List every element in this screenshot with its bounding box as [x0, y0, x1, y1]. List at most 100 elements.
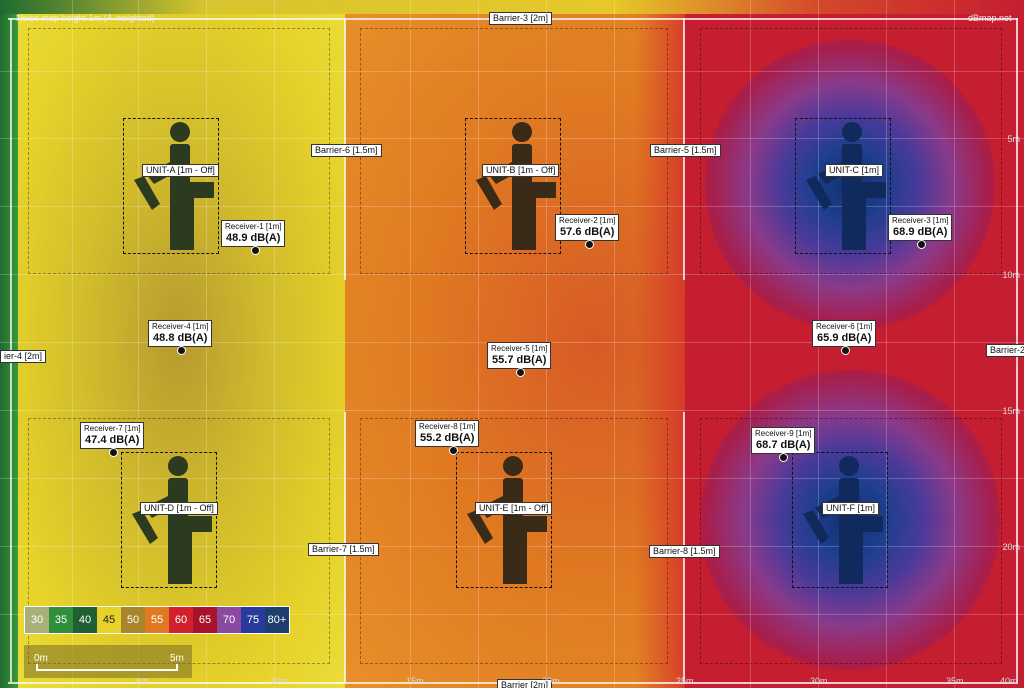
receiver-4[interactable]: Receiver-4 [1m] 48.8 dB(A) [148, 320, 213, 347]
receiver-name: Receiver-5 [1m] [491, 344, 548, 353]
receiver-2[interactable]: Receiver-2 [1m] 57.6 dB(A) [555, 214, 620, 241]
grid-line [0, 138, 1024, 139]
receiver-2-pin[interactable] [585, 240, 594, 249]
unit-d-label[interactable]: UNIT-D [1m - Off] [140, 502, 218, 515]
grid-line [0, 614, 1024, 615]
legend-swatch: 70 [217, 607, 241, 633]
unit-c-box[interactable] [795, 118, 891, 254]
axis-right-tick: 5m [1007, 134, 1020, 144]
grid-line [410, 0, 411, 688]
receiver-name: Receiver-9 [1m] [755, 429, 812, 438]
unit-c-icon[interactable] [802, 120, 892, 252]
axis-bottom-tick: 20m [542, 676, 560, 686]
barrier-bottom-label[interactable]: Barrier [2m] [497, 679, 553, 688]
grid-line [954, 0, 955, 688]
receiver-7-pin[interactable] [109, 448, 118, 457]
receiver-8[interactable]: Receiver-8 [1m] 55.2 dB(A) [415, 420, 480, 447]
unit-f-box[interactable] [792, 452, 888, 588]
scale-bar: 0m 5m [24, 645, 192, 678]
grid-line [886, 0, 887, 688]
barrier-5-label[interactable]: Barrier-5 [1.5m] [650, 144, 721, 157]
top-yellow-band [0, 0, 1024, 14]
grid-line [614, 0, 615, 688]
receiver-name: Receiver-6 [1m] [816, 322, 873, 331]
axis-bottom-tick: 30m [810, 676, 828, 686]
legend-swatch: 80+ [265, 607, 289, 633]
unit-c-label[interactable]: UNIT-C [1m] [825, 164, 884, 177]
grid-line [478, 0, 479, 688]
receiver-9-pin[interactable] [779, 453, 788, 462]
grid-line [72, 0, 73, 688]
legend-swatch: 55 [145, 607, 169, 633]
receiver-5[interactable]: Receiver-5 [1m] 55.7 dB(A) [487, 342, 552, 369]
receiver-1[interactable]: Receiver-1 [1m] 48.9 dB(A) [221, 220, 286, 247]
map-title: Noise map height 1m (A-weighted) [16, 13, 155, 23]
unit-f-label[interactable]: UNIT-F [1m] [822, 502, 879, 515]
axis-bottom-tick: 25m [676, 676, 694, 686]
scale-tick [176, 664, 178, 671]
scale-end-label: 5m [170, 653, 184, 664]
receiver-6-pin[interactable] [841, 346, 850, 355]
grid-line [0, 71, 1024, 72]
receiver-9[interactable]: Receiver-9 [1m] 68.7 dB(A) [751, 427, 816, 454]
receiver-value: 47.4 dB(A) [85, 434, 140, 446]
enclosure-outline [700, 418, 1002, 664]
receiver-6[interactable]: Receiver-6 [1m] 65.9 dB(A) [812, 320, 877, 347]
unit-a-icon[interactable] [130, 120, 220, 252]
receiver-5-pin[interactable] [516, 368, 525, 377]
barrier-2-label[interactable]: Barrier-2 [986, 344, 1024, 357]
receiver-value: 55.2 dB(A) [420, 432, 475, 444]
unit-d-icon[interactable] [128, 454, 218, 586]
receiver-value: 65.9 dB(A) [817, 332, 872, 344]
unit-b-icon[interactable] [472, 120, 562, 252]
unit-e-label[interactable]: UNIT-E [1m - Off] [475, 502, 553, 515]
unit-e-icon[interactable] [463, 454, 553, 586]
unit-e-box[interactable] [456, 452, 552, 588]
receiver-value: 48.8 dB(A) [153, 332, 208, 344]
receiver-value: 48.9 dB(A) [226, 232, 281, 244]
barrier-3-label[interactable]: Barrier-3 [2m] [489, 12, 553, 25]
axis-right-tick: 10m [1002, 270, 1020, 280]
unit-f-icon[interactable] [799, 454, 889, 586]
receiver-value: 57.6 dB(A) [560, 226, 615, 238]
grid-line [274, 0, 275, 688]
receiver-name: Receiver-7 [1m] [84, 424, 141, 433]
barrier-4-label[interactable]: ier-4 [2m] [0, 350, 47, 363]
receiver-7[interactable]: Receiver-7 [1m] 47.4 dB(A) [80, 422, 145, 449]
receiver-8-pin[interactable] [449, 446, 458, 455]
receiver-3-pin[interactable] [917, 240, 926, 249]
unit-a-box[interactable] [123, 118, 219, 254]
legend-swatch: 40 [73, 607, 97, 633]
axis-bottom-tick: 10m [270, 676, 288, 686]
axis-right-tick: 20m [1002, 542, 1020, 552]
scale-line [36, 669, 178, 671]
axis-bottom-tick: 35m [946, 676, 964, 686]
noise-level-legend: 30 35 40 45 50 55 60 65 70 75 80+ [24, 606, 290, 634]
grid-line [750, 0, 751, 688]
unit-b-box[interactable] [465, 118, 561, 254]
receiver-4-pin[interactable] [177, 346, 186, 355]
credit-label: dBmap.net [968, 13, 1012, 23]
legend-swatch: 60 [169, 607, 193, 633]
axis-bottom-tick: 15m [406, 676, 424, 686]
barrier-6-label[interactable]: Barrier-6 [1.5m] [311, 144, 382, 157]
legend-swatch: 35 [49, 607, 73, 633]
receiver-1-pin[interactable] [251, 246, 260, 255]
legend-swatch: 50 [121, 607, 145, 633]
axis-right-tick: 15m [1002, 406, 1020, 416]
receiver-value: 55.7 dB(A) [492, 354, 547, 366]
grid-line [0, 274, 1024, 275]
receiver-value: 68.7 dB(A) [756, 439, 811, 451]
unit-a-label[interactable]: UNIT-A [1m - Off] [142, 164, 219, 177]
barrier-8-label[interactable]: Barrier-8 [1.5m] [649, 545, 720, 558]
receiver-value: 68.9 dB(A) [893, 226, 948, 238]
barrier-7-label[interactable]: Barrier-7 [1.5m] [308, 543, 379, 556]
receiver-name: Receiver-8 [1m] [419, 422, 476, 431]
unit-d-box[interactable] [121, 452, 217, 588]
receiver-3[interactable]: Receiver-3 [1m] 68.9 dB(A) [888, 214, 953, 241]
axis-bottom-tick: 40m [1000, 676, 1018, 686]
unit-b-label[interactable]: UNIT-B [1m - Off] [482, 164, 560, 177]
scale-start-label: 0m [34, 653, 48, 664]
grid-line [138, 0, 139, 688]
